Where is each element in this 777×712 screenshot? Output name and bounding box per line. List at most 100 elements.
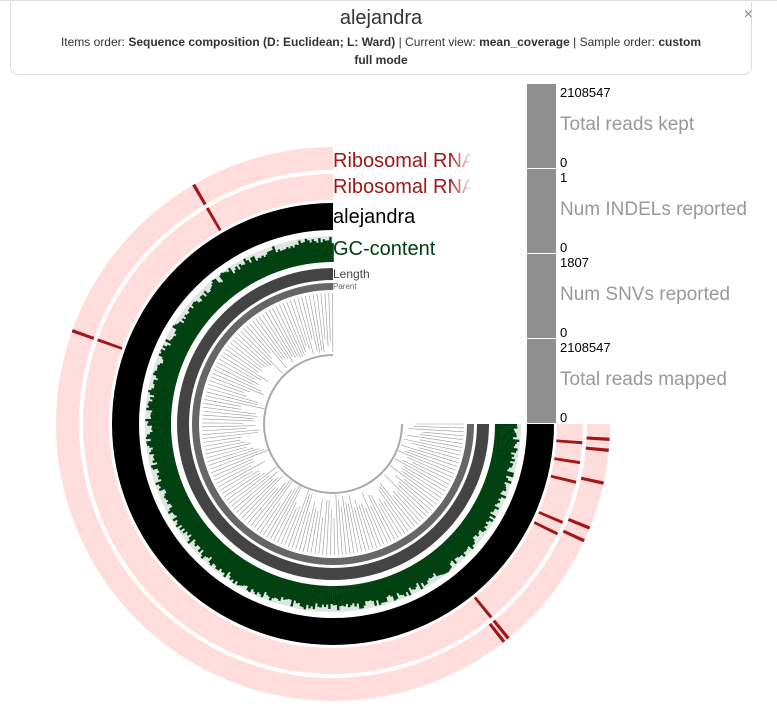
tree-branch [286, 301, 307, 353]
gc-bar [363, 582, 370, 602]
gc-bar [152, 429, 172, 433]
bar-max-value: 1807 [560, 255, 589, 270]
tree-branch [202, 429, 259, 435]
current-view-value: mean_coverage [479, 35, 570, 49]
gc-bar [331, 243, 334, 263]
gc-bar [179, 515, 201, 531]
gc-bar [455, 527, 476, 545]
gc-bar [197, 531, 214, 547]
gc-bar [420, 558, 435, 578]
gc-bar [494, 425, 518, 429]
tree-branch [219, 471, 253, 491]
gc-bar [222, 271, 239, 294]
gc-bar [238, 563, 253, 586]
tree-branch [394, 458, 448, 489]
gc-bar [270, 249, 281, 272]
gc-bar [200, 300, 216, 315]
tree-branch [216, 465, 252, 484]
gc-bar [327, 240, 330, 263]
gc-bar [160, 478, 182, 489]
tree-branch [378, 498, 402, 536]
gc-bar [493, 441, 516, 447]
tree-branch [407, 456, 453, 478]
gc-bar [452, 532, 469, 548]
gc-bar [430, 552, 448, 574]
tree-branch [202, 425, 256, 428]
gc-bar [165, 489, 186, 501]
gc-bar [155, 375, 177, 384]
gc-bar [324, 240, 328, 263]
gc-bar [267, 575, 278, 598]
tree-branch [241, 476, 283, 519]
tree-branch [378, 489, 409, 532]
gc-bar [254, 570, 267, 595]
tree-branch [202, 432, 258, 439]
gc-bar [476, 497, 500, 511]
gc-bar [369, 581, 378, 606]
gc-bar [150, 437, 172, 442]
gc-bar [470, 507, 494, 523]
gc-bar [334, 585, 338, 606]
gc-bar [303, 583, 310, 610]
gc-bar [175, 511, 198, 528]
tree-branch [348, 503, 359, 553]
tree-branch [282, 302, 305, 356]
tree-branch [287, 489, 310, 548]
gc-bar [188, 311, 206, 326]
tree-branch [289, 300, 307, 347]
gc-bar [146, 407, 172, 412]
gc-bar [153, 386, 175, 393]
gc-bar [475, 498, 496, 511]
bar-label: Num INDELs reported [560, 199, 747, 220]
tree-branch [217, 461, 266, 488]
gc-bar [199, 295, 217, 313]
tree-branch [353, 507, 366, 551]
rrna-ring-bg [56, 147, 610, 701]
rrna-hit-mark [71, 329, 95, 340]
gc-bar [274, 577, 284, 599]
gc-bar [435, 548, 453, 569]
tree-branch [412, 462, 452, 482]
gc-bar [158, 469, 179, 478]
gc-bar [172, 335, 192, 348]
gc-bar [170, 339, 190, 351]
tree-branch [354, 499, 370, 550]
gc-bar [153, 395, 174, 401]
gc-bar [299, 583, 306, 607]
gc-bar [205, 295, 220, 310]
gc-bar [150, 460, 176, 468]
close-icon[interactable]: × [743, 6, 753, 23]
layer-label: Length [333, 267, 370, 281]
tree-branch [342, 495, 351, 554]
gc-bar [304, 238, 311, 264]
tree-branch [250, 482, 286, 527]
gc-bar [443, 540, 461, 558]
tree-branch [246, 325, 271, 354]
gc-bar [268, 576, 280, 601]
layer-label: GC-content [333, 238, 436, 260]
gc-bar [315, 585, 320, 604]
gc-bar [462, 520, 480, 534]
tree-branch [389, 465, 440, 502]
gc-bar [172, 506, 195, 522]
gc-bar [473, 502, 492, 514]
gc-bar [209, 545, 228, 566]
gc-bar [211, 279, 230, 301]
gc-bar [419, 559, 433, 579]
tree-branch [326, 500, 330, 555]
gc-bar [492, 451, 515, 458]
tree-branch [223, 352, 269, 382]
gc-bar [207, 541, 224, 559]
tree-branch [208, 383, 247, 397]
gc-bar [464, 517, 485, 533]
gc-bar [319, 585, 324, 608]
gc-bar [180, 513, 200, 527]
tree-branch [208, 448, 259, 466]
tree-branch [299, 511, 310, 551]
gc-bar [146, 440, 173, 446]
rrna-hit-mark [492, 619, 510, 640]
top-divider [0, 0, 777, 1]
tree-branch [235, 336, 269, 367]
gc-bar [396, 571, 408, 593]
